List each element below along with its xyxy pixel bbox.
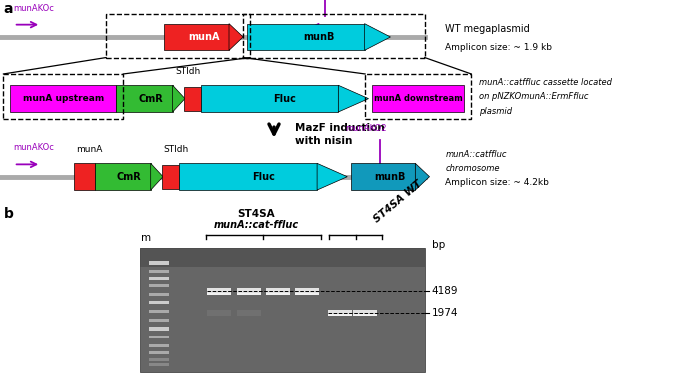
Bar [207, 293, 232, 295]
Bar [295, 293, 319, 295]
Bar [207, 310, 232, 316]
Polygon shape [151, 163, 163, 190]
Polygon shape [201, 85, 338, 112]
Bar [237, 293, 260, 295]
Bar [149, 319, 169, 322]
Text: bp: bp [432, 240, 445, 250]
Bar [237, 310, 260, 316]
Bar [266, 293, 290, 295]
Bar [243, 14, 425, 58]
Bar [149, 363, 169, 366]
Bar [149, 344, 169, 347]
Bar [162, 165, 179, 189]
Bar [149, 327, 169, 331]
Text: MazF induction: MazF induction [295, 123, 384, 133]
Text: ST4SA: ST4SA [238, 210, 275, 219]
Bar [266, 288, 290, 295]
Bar [149, 358, 169, 361]
Bar [149, 310, 169, 313]
Bar [149, 277, 169, 280]
Text: munA::catffluc cassette located: munA::catffluc cassette located [479, 78, 612, 87]
Bar [106, 14, 250, 58]
Text: CmR: CmR [116, 172, 141, 182]
Polygon shape [229, 24, 243, 51]
Bar [353, 310, 377, 316]
Bar [149, 293, 169, 296]
Text: 4189: 4189 [432, 287, 458, 296]
Bar [295, 288, 319, 295]
Text: munA: munA [188, 32, 219, 42]
Bar [74, 163, 95, 190]
Text: chromosome: chromosome [445, 164, 500, 173]
Text: munA::cat-ffluc: munA::cat-ffluc [214, 220, 299, 230]
Text: b: b [3, 207, 13, 221]
Polygon shape [317, 163, 347, 190]
Bar [328, 314, 352, 316]
Bar [353, 314, 377, 316]
Polygon shape [351, 163, 415, 190]
Bar [149, 270, 169, 273]
Bar [140, 248, 425, 372]
Text: munB: munB [375, 172, 406, 182]
Text: Fluc: Fluc [252, 172, 275, 182]
Bar [3, 74, 123, 119]
Polygon shape [116, 85, 173, 112]
Text: STIdh: STIdh [163, 145, 188, 154]
Polygon shape [95, 163, 151, 190]
Bar [140, 248, 425, 267]
Bar [149, 336, 169, 339]
Text: munA::catffluc: munA::catffluc [445, 150, 507, 159]
Bar [149, 284, 169, 287]
Text: plasmid: plasmid [479, 107, 512, 116]
Text: munA downstream: munA downstream [374, 94, 462, 103]
Polygon shape [364, 24, 390, 51]
Bar [184, 87, 201, 110]
Bar [149, 351, 169, 354]
Text: Amplicon size: ~ 4.2kb: Amplicon size: ~ 4.2kb [445, 178, 549, 187]
Text: a: a [3, 2, 13, 16]
Text: WT megaplasmid: WT megaplasmid [445, 24, 530, 34]
Bar [10, 85, 116, 112]
Text: munA upstream: munA upstream [23, 94, 104, 103]
Text: CmR: CmR [138, 93, 163, 104]
Bar [149, 301, 169, 304]
Text: on pNZKOmunA::ErmFfluc: on pNZKOmunA::ErmFfluc [479, 92, 589, 101]
Text: Amplicon size: ~ 1.9 kb: Amplicon size: ~ 1.9 kb [445, 43, 552, 52]
Text: munAKO2: munAKO2 [346, 124, 387, 133]
Bar [365, 74, 471, 119]
Polygon shape [179, 163, 317, 190]
Bar [149, 261, 169, 265]
Bar [237, 288, 260, 295]
Polygon shape [415, 163, 429, 190]
Text: munA: munA [76, 145, 102, 154]
Text: munAKOc: munAKOc [14, 4, 55, 13]
Text: munB: munB [303, 32, 334, 42]
Polygon shape [338, 85, 369, 112]
Text: 1974: 1974 [432, 308, 458, 318]
Bar [372, 85, 464, 112]
Polygon shape [247, 24, 364, 51]
Text: with nisin: with nisin [295, 136, 352, 146]
Polygon shape [173, 85, 185, 112]
Text: munAKOc: munAKOc [14, 143, 55, 152]
Text: Fluc: Fluc [273, 93, 296, 104]
Bar [207, 288, 232, 295]
Polygon shape [164, 24, 229, 51]
Text: m: m [141, 233, 151, 244]
Text: ST4SA WT: ST4SA WT [371, 178, 424, 224]
Text: STIdh: STIdh [176, 67, 201, 76]
Bar [328, 310, 352, 316]
